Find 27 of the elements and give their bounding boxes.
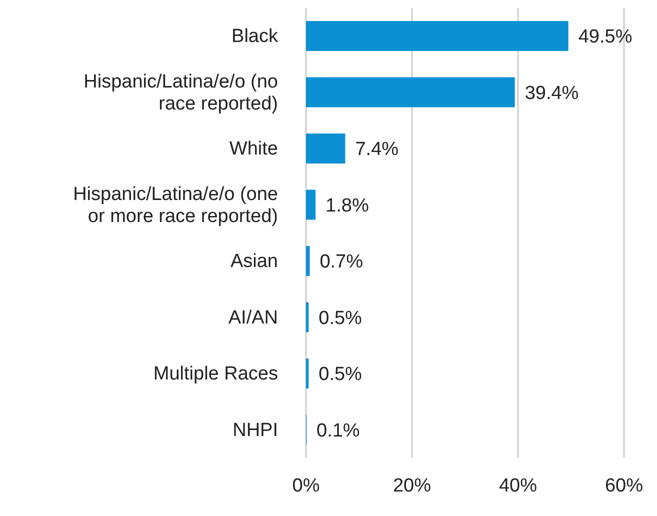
y-tick-label: Hispanic/Latina/e/o (no race reported) xyxy=(84,70,278,114)
data-label: 1.8% xyxy=(326,195,369,216)
data-label: 7.4% xyxy=(355,139,399,160)
data-label: 39.4% xyxy=(524,82,579,104)
y-tick-label: Asian xyxy=(230,250,278,272)
data-label: 0.1% xyxy=(316,420,360,442)
bar xyxy=(306,190,316,220)
x-tick-label: 0% xyxy=(292,475,320,496)
bar xyxy=(306,358,309,388)
bar xyxy=(306,246,310,276)
bar xyxy=(306,21,568,51)
y-tick-label: Multiple Races xyxy=(153,363,278,384)
x-tick-label: 40% xyxy=(498,475,538,496)
data-label: 0.5% xyxy=(318,364,362,386)
x-tick-label: 60% xyxy=(604,475,644,496)
y-tick-label: Black xyxy=(232,26,278,47)
data-label: 49.5% xyxy=(578,26,632,48)
y-tick-label: Hispanic/Latina/e/o (one or more race reported) xyxy=(73,183,278,226)
x-tick-label: 20% xyxy=(392,475,432,496)
bar xyxy=(306,134,346,164)
y-tick-label: White xyxy=(229,138,278,160)
y-tick-label: AI/AN xyxy=(228,306,278,328)
data-label: 0.5% xyxy=(318,308,362,329)
data-label: 0.7% xyxy=(320,252,364,273)
bar xyxy=(306,77,515,108)
bar xyxy=(306,302,309,332)
y-tick-label: NHPI xyxy=(232,419,278,440)
